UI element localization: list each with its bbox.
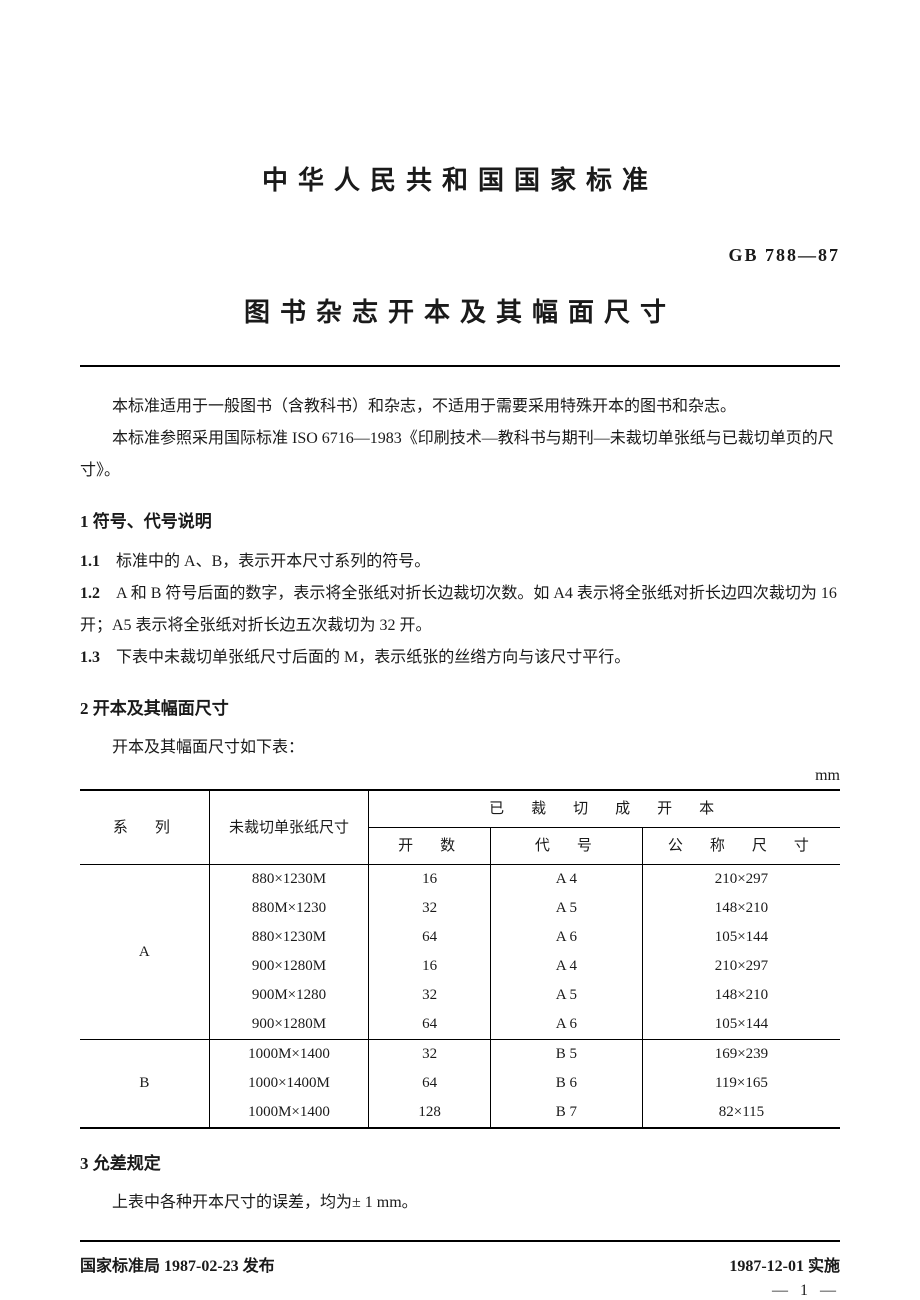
table-cell: 128	[369, 1098, 491, 1128]
table-cell: 900×1280M	[209, 1010, 369, 1040]
clause-text: 下表中未裁切单张纸尺寸后面的 M，表示纸张的丝绺方向与该尺寸平行。	[116, 649, 630, 666]
table-cell: 105×144	[642, 1010, 840, 1040]
table-header-row-1: 系 列 未裁切单张纸尺寸 已 裁 切 成 开 本	[80, 790, 840, 828]
table-cell: 880M×1230	[209, 894, 369, 923]
col-kaishu: 开 数	[369, 828, 491, 865]
dimensions-table: 系 列 未裁切单张纸尺寸 已 裁 切 成 开 本 开 数 代 号 公 称 尺 寸…	[80, 789, 840, 1129]
divider-top	[80, 365, 840, 367]
footer-effective: 1987-12-01 实施	[729, 1252, 840, 1276]
document-code: GB 788—87	[80, 245, 840, 266]
table-cell: A 6	[490, 1010, 642, 1040]
table-intro: 开本及其幅面尺寸如下表：	[80, 733, 840, 757]
table-cell: A 5	[490, 894, 642, 923]
col-series: 系 列	[80, 790, 209, 865]
table-cell: 880×1230M	[209, 923, 369, 952]
main-title: 中华人民共和国国家标准	[80, 160, 840, 197]
table-cell: B 6	[490, 1069, 642, 1098]
intro-block: 本标准适用于一般图书（含教科书）和杂志，不适用于需要采用特殊开本的图书和杂志。 …	[80, 391, 840, 487]
section-1-heading: 1 符号、代号说明	[80, 507, 840, 532]
clause-text: A 和 B 符号后面的数字，表示将全张纸对折长边裁切次数。如 A4 表示将全张纸…	[80, 585, 837, 634]
section-3-text: 上表中各种开本尺寸的误差，均为± 1 mm。	[80, 1188, 840, 1212]
table-cell: 1000×1400M	[209, 1069, 369, 1098]
clause-text: 标准中的 A、B，表示开本尺寸系列的符号。	[116, 553, 430, 570]
table-cell: A 4	[490, 865, 642, 895]
table-unit: mm	[80, 767, 840, 785]
table-cell: B 5	[490, 1040, 642, 1070]
col-daihao: 代 号	[490, 828, 642, 865]
table-cell: 900×1280M	[209, 952, 369, 981]
table-cell: 1000M×1400	[209, 1098, 369, 1128]
table-cell: 169×239	[642, 1040, 840, 1070]
table-cell: 82×115	[642, 1098, 840, 1128]
table-cell: 32	[369, 1040, 491, 1070]
table-cell: 210×297	[642, 865, 840, 895]
section-2-heading: 2 开本及其幅面尺寸	[80, 694, 840, 719]
table-cell: A 4	[490, 952, 642, 981]
table-row: A880×1230M16A 4210×297	[80, 865, 840, 895]
clause-1-3: 1.3 下表中未裁切单张纸尺寸后面的 M，表示纸张的丝绺方向与该尺寸平行。	[80, 642, 840, 674]
table-cell: 64	[369, 923, 491, 952]
clause-number: 1.3	[80, 649, 100, 666]
footer: 国家标准局 1987-02-23 发布 1987-12-01 实施	[80, 1252, 840, 1276]
footer-issued: 国家标准局 1987-02-23 发布	[80, 1252, 275, 1276]
table-cell: 119×165	[642, 1069, 840, 1098]
table-row: B1000M×140032B 5169×239	[80, 1040, 840, 1070]
clause-1-1: 1.1 标准中的 A、B，表示开本尺寸系列的符号。	[80, 546, 840, 578]
sub-title: 图书杂志开本及其幅面尺寸	[80, 292, 840, 329]
table-cell: A 6	[490, 923, 642, 952]
table-cell: 1000M×1400	[209, 1040, 369, 1070]
table-cell: 880×1230M	[209, 865, 369, 895]
table-cell: B 7	[490, 1098, 642, 1128]
series-cell-b: B	[80, 1040, 209, 1129]
table-cell: 210×297	[642, 952, 840, 981]
divider-bottom	[80, 1240, 840, 1242]
series-cell-a: A	[80, 865, 209, 1040]
intro-paragraph-1: 本标准适用于一般图书（含教科书）和杂志，不适用于需要采用特殊开本的图书和杂志。	[80, 391, 840, 423]
clause-number: 1.1	[80, 553, 100, 570]
intro-paragraph-2: 本标准参照采用国际标准 ISO 6716—1983《印刷技术—教科书与期刊—未裁…	[80, 423, 840, 487]
col-nominal: 公 称 尺 寸	[642, 828, 840, 865]
clause-1-2: 1.2 A 和 B 符号后面的数字，表示将全张纸对折长边裁切次数。如 A4 表示…	[80, 578, 840, 642]
table-cell: 148×210	[642, 981, 840, 1010]
table-cell: 900M×1280	[209, 981, 369, 1010]
col-group-cut: 已 裁 切 成 开 本	[369, 790, 840, 828]
table-cell: A 5	[490, 981, 642, 1010]
table-cell: 105×144	[642, 923, 840, 952]
clause-number: 1.2	[80, 585, 100, 602]
table-cell: 16	[369, 865, 491, 895]
col-uncut: 未裁切单张纸尺寸	[209, 790, 369, 865]
table-cell: 32	[369, 894, 491, 923]
table-cell: 64	[369, 1069, 491, 1098]
page-number: — 1 —	[80, 1282, 840, 1300]
table-cell: 148×210	[642, 894, 840, 923]
table-cell: 32	[369, 981, 491, 1010]
table-cell: 64	[369, 1010, 491, 1040]
table-cell: 16	[369, 952, 491, 981]
section-3-heading: 3 允差规定	[80, 1149, 840, 1174]
